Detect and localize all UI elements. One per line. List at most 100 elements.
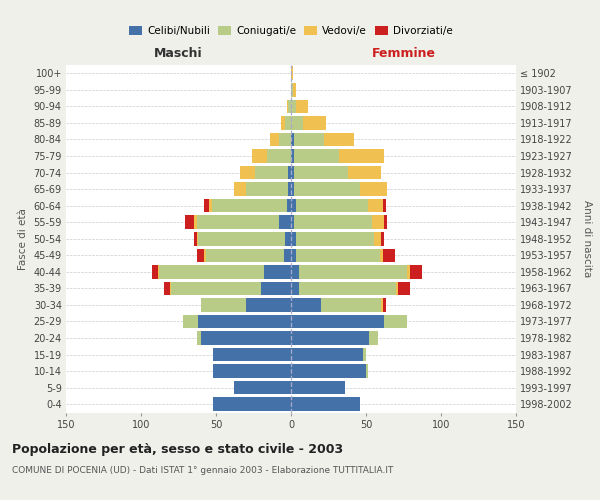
Bar — [383, 298, 386, 312]
Y-axis label: Anni di nascita: Anni di nascita — [583, 200, 592, 278]
Bar — [299, 282, 396, 295]
Legend: Celibi/Nubili, Coniugati/e, Vedovi/e, Divorziati/e: Celibi/Nubili, Coniugati/e, Vedovi/e, Di… — [125, 22, 457, 40]
Y-axis label: Fasce di età: Fasce di età — [18, 208, 28, 270]
Bar — [287, 100, 288, 113]
Bar — [369, 332, 378, 345]
Bar — [291, 381, 345, 394]
Bar — [381, 298, 383, 312]
Bar — [267, 149, 291, 163]
Bar — [240, 166, 255, 179]
Bar — [197, 332, 201, 345]
Bar — [185, 216, 193, 229]
Bar — [383, 199, 386, 212]
Bar — [291, 398, 360, 411]
Bar — [294, 216, 372, 229]
Bar — [213, 364, 291, 378]
Bar — [291, 149, 294, 163]
Bar — [285, 232, 291, 245]
Bar — [212, 199, 287, 212]
Bar — [291, 248, 296, 262]
Bar — [299, 265, 407, 278]
Bar — [285, 116, 291, 130]
Bar — [380, 248, 383, 262]
Bar — [291, 199, 296, 212]
Bar — [183, 314, 198, 328]
Bar — [372, 216, 384, 229]
Bar — [252, 149, 267, 163]
Bar — [339, 149, 384, 163]
Bar — [409, 265, 421, 278]
Bar — [279, 132, 291, 146]
Bar — [291, 265, 299, 278]
Bar — [201, 332, 291, 345]
Bar — [384, 216, 387, 229]
Bar — [284, 248, 291, 262]
Bar — [213, 348, 291, 362]
Bar — [396, 282, 398, 295]
Bar — [151, 265, 157, 278]
Bar — [209, 199, 212, 212]
Bar — [291, 100, 296, 113]
Bar — [291, 83, 293, 96]
Bar — [287, 199, 291, 212]
Bar — [193, 216, 197, 229]
Bar — [281, 116, 285, 130]
Bar — [270, 132, 279, 146]
Text: Maschi: Maschi — [154, 47, 203, 60]
Bar — [291, 348, 363, 362]
Bar — [291, 132, 294, 146]
Bar — [366, 364, 367, 378]
Bar — [163, 282, 170, 295]
Bar — [205, 248, 284, 262]
Bar — [170, 282, 171, 295]
Bar — [291, 364, 366, 378]
Bar — [296, 100, 308, 113]
Bar — [197, 248, 204, 262]
Bar — [291, 298, 321, 312]
Text: COMUNE DI POCENIA (UD) - Dati ISTAT 1° gennaio 2003 - Elaborazione TUTTITALIA.IT: COMUNE DI POCENIA (UD) - Dati ISTAT 1° g… — [12, 466, 394, 475]
Bar — [294, 182, 360, 196]
Bar — [296, 232, 373, 245]
Bar — [294, 149, 339, 163]
Bar — [193, 232, 197, 245]
Bar — [407, 265, 409, 278]
Bar — [321, 298, 381, 312]
Bar — [324, 132, 354, 146]
Bar — [363, 348, 366, 362]
Bar — [171, 282, 261, 295]
Bar — [296, 248, 380, 262]
Text: Popolazione per età, sesso e stato civile - 2003: Popolazione per età, sesso e stato civil… — [12, 442, 343, 456]
Bar — [291, 282, 299, 295]
Bar — [204, 199, 209, 212]
Bar — [291, 314, 384, 328]
Bar — [373, 232, 381, 245]
Bar — [398, 282, 409, 295]
Bar — [291, 116, 303, 130]
Bar — [384, 314, 407, 328]
Bar — [291, 232, 296, 245]
Bar — [204, 248, 205, 262]
Bar — [255, 166, 288, 179]
Bar — [291, 332, 369, 345]
Bar — [279, 216, 291, 229]
Bar — [291, 216, 294, 229]
Text: Femmine: Femmine — [371, 47, 436, 60]
Bar — [303, 116, 325, 130]
Bar — [197, 216, 279, 229]
Bar — [367, 199, 383, 212]
Bar — [288, 166, 291, 179]
Bar — [291, 166, 294, 179]
Bar — [383, 248, 395, 262]
Bar — [261, 282, 291, 295]
Bar — [246, 298, 291, 312]
Bar — [198, 314, 291, 328]
Bar — [157, 265, 159, 278]
Bar — [294, 132, 324, 146]
Bar — [246, 182, 288, 196]
Bar — [198, 232, 285, 245]
Bar — [296, 199, 367, 212]
Bar — [234, 182, 246, 196]
Bar — [201, 298, 246, 312]
Bar — [381, 232, 384, 245]
Bar — [291, 182, 294, 196]
